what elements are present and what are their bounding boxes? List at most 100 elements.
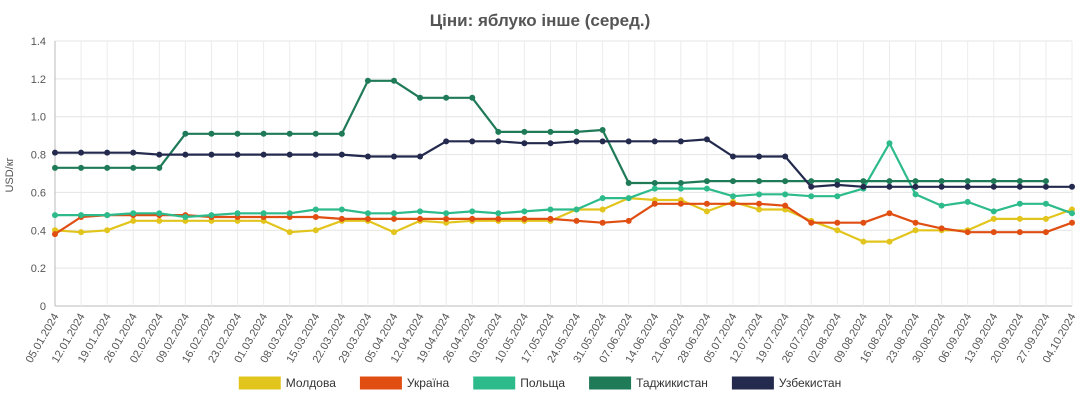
data-point[interactable] (808, 178, 815, 185)
data-point[interactable] (730, 193, 736, 200)
data-point[interactable] (625, 217, 632, 224)
legend-item[interactable]: Узбекистан (731, 376, 841, 390)
data-point[interactable] (677, 185, 684, 192)
data-point[interactable] (990, 229, 997, 236)
data-point[interactable] (808, 193, 815, 200)
data-point[interactable] (860, 178, 867, 185)
data-point[interactable] (495, 138, 502, 145)
data-point[interactable] (260, 151, 267, 158)
data-point[interactable] (599, 195, 606, 202)
data-point[interactable] (547, 140, 554, 147)
data-point[interactable] (756, 206, 763, 213)
data-point[interactable] (208, 151, 215, 158)
data-point[interactable] (208, 130, 215, 137)
data-point[interactable] (990, 178, 997, 185)
data-point[interactable] (651, 138, 658, 145)
data-point[interactable] (1069, 183, 1075, 190)
data-point[interactable] (834, 219, 841, 226)
data-point[interactable] (338, 206, 345, 213)
data-point[interactable] (677, 138, 684, 145)
data-point[interactable] (52, 231, 58, 238)
data-point[interactable] (130, 164, 137, 171)
data-point[interactable] (782, 178, 789, 185)
data-point[interactable] (182, 151, 189, 158)
data-point[interactable] (286, 151, 293, 158)
data-point[interactable] (78, 212, 85, 219)
data-point[interactable] (443, 215, 450, 222)
legend[interactable]: Молдова Україна Польща Таджикистан Узбекиста… (238, 376, 841, 390)
data-point[interactable] (364, 153, 371, 160)
data-point[interactable] (912, 219, 919, 226)
data-point[interactable] (391, 210, 397, 217)
data-point[interactable] (104, 212, 111, 219)
data-point[interactable] (521, 140, 528, 147)
data-point[interactable] (651, 200, 658, 207)
data-point[interactable] (599, 219, 606, 226)
data-point[interactable] (521, 215, 528, 222)
data-point[interactable] (338, 151, 345, 158)
data-point[interactable] (130, 217, 137, 224)
data-point[interactable] (938, 183, 945, 190)
data-point[interactable] (78, 229, 85, 236)
data-point[interactable] (547, 215, 554, 222)
data-point[interactable] (912, 191, 919, 198)
data-point[interactable] (469, 94, 476, 101)
data-point[interactable] (756, 200, 763, 207)
data-point[interactable] (886, 210, 893, 217)
data-point[interactable] (782, 202, 789, 209)
legend-item[interactable]: Молдова (238, 376, 336, 390)
data-point[interactable] (417, 94, 424, 101)
legend-item[interactable]: Польща (473, 376, 565, 390)
data-point[interactable] (1069, 219, 1075, 226)
data-point[interactable] (312, 206, 319, 213)
data-point[interactable] (912, 183, 919, 190)
data-point[interactable] (156, 210, 163, 217)
data-point[interactable] (130, 149, 137, 156)
data-point[interactable] (78, 149, 85, 156)
data-point[interactable] (364, 215, 371, 222)
data-point[interactable] (417, 208, 424, 215)
data-point[interactable] (886, 183, 893, 190)
data-point[interactable] (1069, 210, 1075, 217)
data-point[interactable] (599, 126, 606, 133)
data-point[interactable] (990, 183, 997, 190)
data-point[interactable] (364, 77, 371, 84)
data-point[interactable] (860, 238, 867, 245)
data-point[interactable] (886, 178, 893, 185)
data-point[interactable] (443, 94, 450, 101)
data-point[interactable] (156, 151, 163, 158)
data-point[interactable] (260, 210, 267, 217)
data-point[interactable] (964, 229, 971, 236)
data-point[interactable] (1016, 183, 1023, 190)
data-point[interactable] (469, 215, 476, 222)
data-point[interactable] (364, 210, 371, 217)
data-point[interactable] (391, 229, 397, 236)
data-point[interactable] (286, 130, 293, 137)
data-point[interactable] (756, 191, 763, 198)
data-point[interactable] (938, 202, 945, 209)
data-point[interactable] (495, 215, 502, 222)
data-point[interactable] (391, 77, 397, 84)
data-point[interactable] (156, 217, 163, 224)
data-point[interactable] (730, 178, 736, 185)
data-point[interactable] (730, 200, 736, 207)
data-point[interactable] (782, 191, 789, 198)
data-point[interactable] (677, 179, 684, 186)
data-point[interactable] (104, 149, 111, 156)
data-point[interactable] (938, 225, 945, 232)
data-point[interactable] (625, 195, 632, 202)
legend-item[interactable]: Україна (359, 376, 450, 390)
data-point[interactable] (703, 185, 710, 192)
data-point[interactable] (808, 183, 815, 190)
data-point[interactable] (391, 153, 397, 160)
data-point[interactable] (234, 130, 241, 137)
data-point[interactable] (495, 210, 502, 217)
data-point[interactable] (834, 181, 841, 188)
data-point[interactable] (312, 214, 319, 221)
data-point[interactable] (677, 200, 684, 207)
data-point[interactable] (625, 138, 632, 145)
data-point[interactable] (312, 151, 319, 158)
legend-item[interactable]: Таджикистан (589, 376, 708, 390)
data-point[interactable] (547, 128, 554, 135)
data-point[interactable] (990, 215, 997, 222)
